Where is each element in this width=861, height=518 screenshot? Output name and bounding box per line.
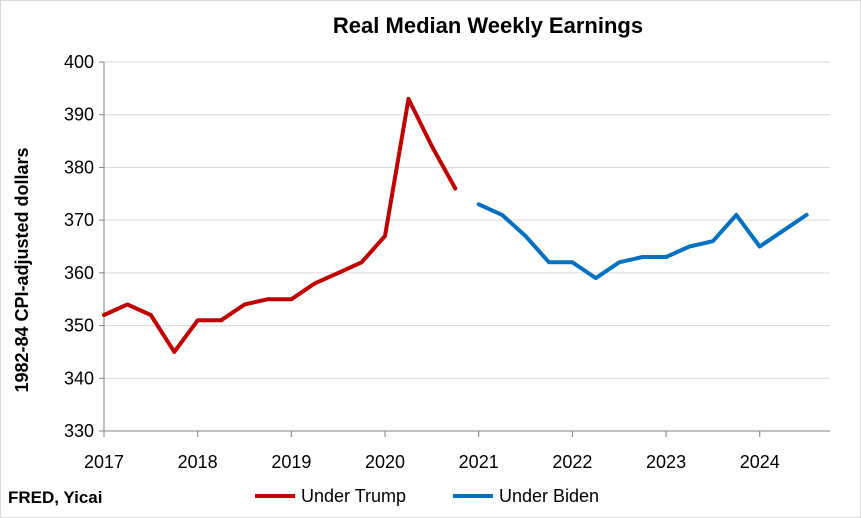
legend-label-2: Under Biden [499,486,599,506]
axes [99,61,830,437]
x-tick-label: 2023 [646,452,686,472]
y-tick-label: 390 [64,105,94,125]
y-tick-label: 380 [64,157,94,177]
legend: Under Trump Under Biden [255,486,599,506]
series-lines [102,96,809,354]
x-tick-label: 2024 [740,452,780,472]
x-tick-label: 2017 [84,452,124,472]
gridlines [104,61,830,379]
y-axis-label: 1982-84 CPI-adjusted dollars [12,147,32,392]
x-tick-label: 2021 [459,452,499,472]
chart-title: Real Median Weekly Earnings [333,13,643,38]
x-tick-label: 2020 [365,452,405,472]
y-tick-label: 370 [64,210,94,230]
y-tick-label: 340 [64,368,94,388]
x-tick-label: 2019 [271,452,311,472]
series-line-2 [476,202,809,281]
x-tick-label: 2022 [552,452,592,472]
x-tick-labels: 2017 2018 2019 2020 2021 2022 2023 2024 [84,452,780,472]
y-tick-label: 400 [64,52,94,72]
legend-label-1: Under Trump [301,486,406,506]
y-tick-label: 330 [64,421,94,441]
y-tick-label: 360 [64,263,94,283]
y-tick-label: 350 [64,316,94,336]
series-line-1 [102,96,458,354]
x-tick-label: 2018 [178,452,218,472]
source-note: FRED, Yicai [8,488,102,507]
y-tick-labels: 330 340 350 360 370 380 390 400 [64,52,94,441]
